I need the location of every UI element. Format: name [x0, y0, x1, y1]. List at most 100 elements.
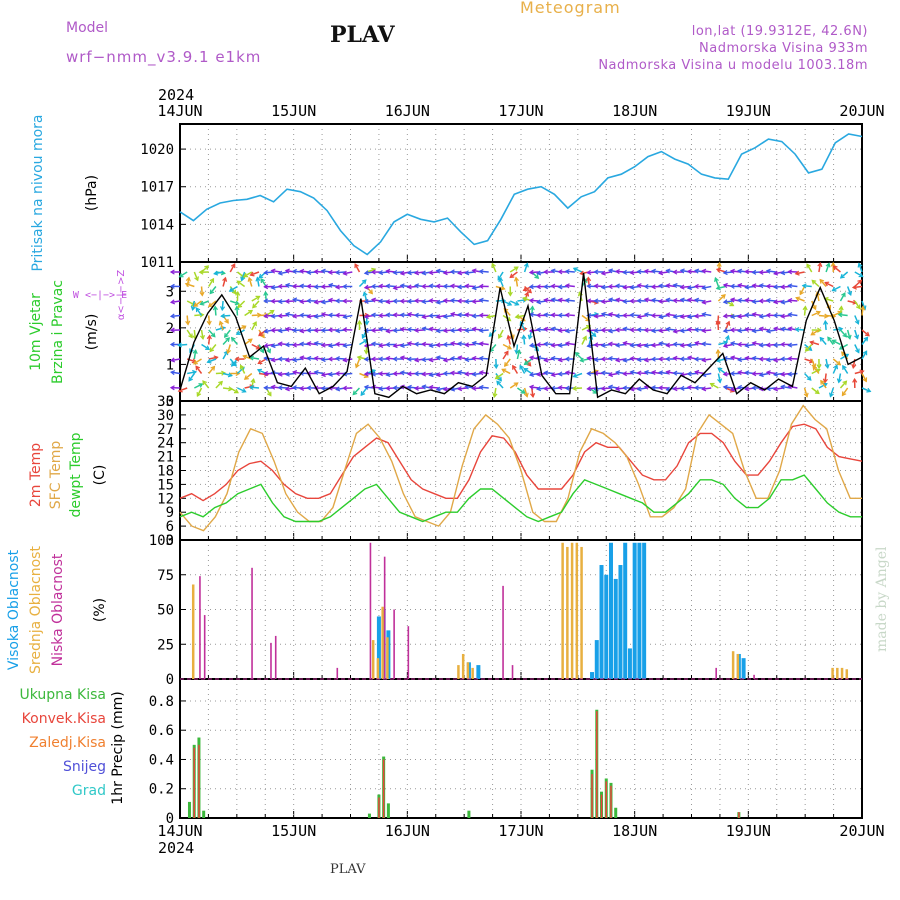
wind-arrow — [214, 271, 224, 275]
wind-arrow-head — [299, 385, 305, 391]
wind-arrow-head — [804, 347, 810, 352]
wind-arrow-head — [277, 371, 283, 377]
pressure-unit: (hPa) — [84, 175, 100, 211]
wind-arrow-head — [513, 276, 520, 282]
wind-arrow-head — [291, 342, 297, 348]
x-day-label-bottom: 18JUN — [612, 822, 657, 840]
wind-unit: (m/s) — [84, 314, 100, 351]
wind-arrow-head — [588, 334, 594, 340]
wind-arrow — [581, 325, 591, 331]
wind-arrow — [170, 300, 181, 304]
wind-arrow — [293, 329, 303, 332]
wind-arrow-head — [636, 269, 642, 275]
wind-arrow-head — [586, 312, 592, 319]
wind-arrow-head — [169, 370, 176, 376]
wind-arrow-head — [824, 281, 830, 287]
wind-arrow — [623, 285, 633, 289]
wind-arrow-head — [169, 313, 175, 319]
wind-arrow-head — [471, 355, 477, 361]
x-day-label-top: 17JUN — [498, 102, 543, 120]
y-tick-label: 33 — [157, 394, 174, 410]
wind-arrow-head — [765, 297, 771, 304]
cloud-high-bar — [608, 542, 613, 679]
wind-arrow-head — [629, 312, 635, 318]
wind-arrow-head — [413, 283, 420, 289]
wind-arrow-head — [564, 297, 570, 304]
wind-arrow-head — [672, 282, 678, 289]
wind-arrow-head — [550, 297, 556, 303]
wind-arrow — [336, 271, 346, 274]
wind-arrow-head — [701, 357, 707, 363]
cloud-low-bar — [203, 615, 206, 679]
wind-arrow-head — [392, 269, 398, 276]
wind-arrow — [745, 328, 755, 331]
wind-arrow — [774, 327, 784, 331]
wind-arrow-head — [392, 371, 398, 377]
wind-arrow-head — [614, 313, 620, 319]
wind-arrow — [201, 343, 210, 350]
wind-arrow — [581, 314, 590, 322]
wind-arrow — [608, 298, 619, 302]
wind-arrow-head — [550, 283, 556, 289]
wind-arrow-head — [291, 357, 298, 363]
wind-arrow — [558, 372, 568, 375]
wind-arrow — [854, 271, 863, 278]
wind-arrow — [193, 349, 197, 360]
wind-arrow — [824, 373, 827, 383]
cloud-high-bar — [632, 542, 637, 679]
wind-arrow — [608, 372, 619, 376]
wind-arrow — [695, 314, 705, 318]
wind-arrow — [422, 372, 432, 376]
wind-arrow-head — [313, 299, 319, 305]
wind-arrow-head — [450, 386, 456, 392]
wind-arrow — [202, 380, 210, 389]
wind-arrow — [544, 343, 554, 346]
wind-arrow — [196, 387, 203, 397]
wind-arrow-head — [235, 370, 241, 377]
wind-arrow-head — [806, 375, 812, 381]
wind-arrow-head — [299, 283, 305, 289]
wind-arrow-head — [679, 313, 685, 320]
wind-arrow-head — [679, 328, 685, 334]
wind-arrow — [509, 271, 518, 279]
wind-arrow-head — [672, 341, 678, 347]
wind-arrow — [222, 277, 227, 287]
wind-arrow — [314, 342, 324, 346]
wind-arrow-head — [679, 284, 685, 290]
wind-arrow-head — [535, 342, 541, 348]
y-tick-label: 50 — [157, 603, 174, 619]
wind-arrow — [745, 343, 755, 347]
x-year-top: 2024 — [158, 86, 194, 104]
y-tick-label: 12 — [157, 491, 174, 507]
wind-arrow — [861, 300, 866, 310]
y-tick-label: 0 — [166, 672, 174, 688]
wind-arrow — [806, 263, 813, 273]
cloud-mid-bar — [461, 653, 465, 679]
wind-arrow-head — [169, 385, 175, 391]
wind-arrow-head — [543, 284, 549, 290]
wind-arrow-head — [189, 348, 194, 354]
wind-arrow-head — [701, 285, 707, 291]
wind-arrow-head — [456, 327, 462, 333]
wind-arrow — [601, 313, 611, 317]
wind-arrow-head — [854, 319, 860, 325]
wind-arrow — [861, 306, 864, 316]
wind-arrow-head — [787, 312, 793, 318]
wind-arrow — [244, 309, 253, 317]
wind-arrow-head — [184, 282, 190, 288]
wind-arrow-head — [363, 284, 369, 290]
wind-arrow-head — [574, 351, 580, 357]
wind-arrow-head — [385, 385, 391, 391]
wind-arrow-head — [859, 369, 865, 375]
wind-arrow-head — [399, 326, 405, 332]
wind-arrow-head — [600, 311, 606, 317]
cloud-mid-bar — [371, 640, 375, 679]
wind-arrow-head — [672, 355, 678, 361]
wind-arrow-head — [528, 355, 535, 361]
wind-arrow-head — [837, 312, 843, 318]
wind-arrow-head — [493, 364, 499, 370]
wind-arrow-head — [557, 327, 563, 334]
wind-arrow-head — [593, 269, 599, 275]
wind-arrow-head — [428, 357, 434, 363]
wind-arrow-head — [306, 283, 312, 289]
